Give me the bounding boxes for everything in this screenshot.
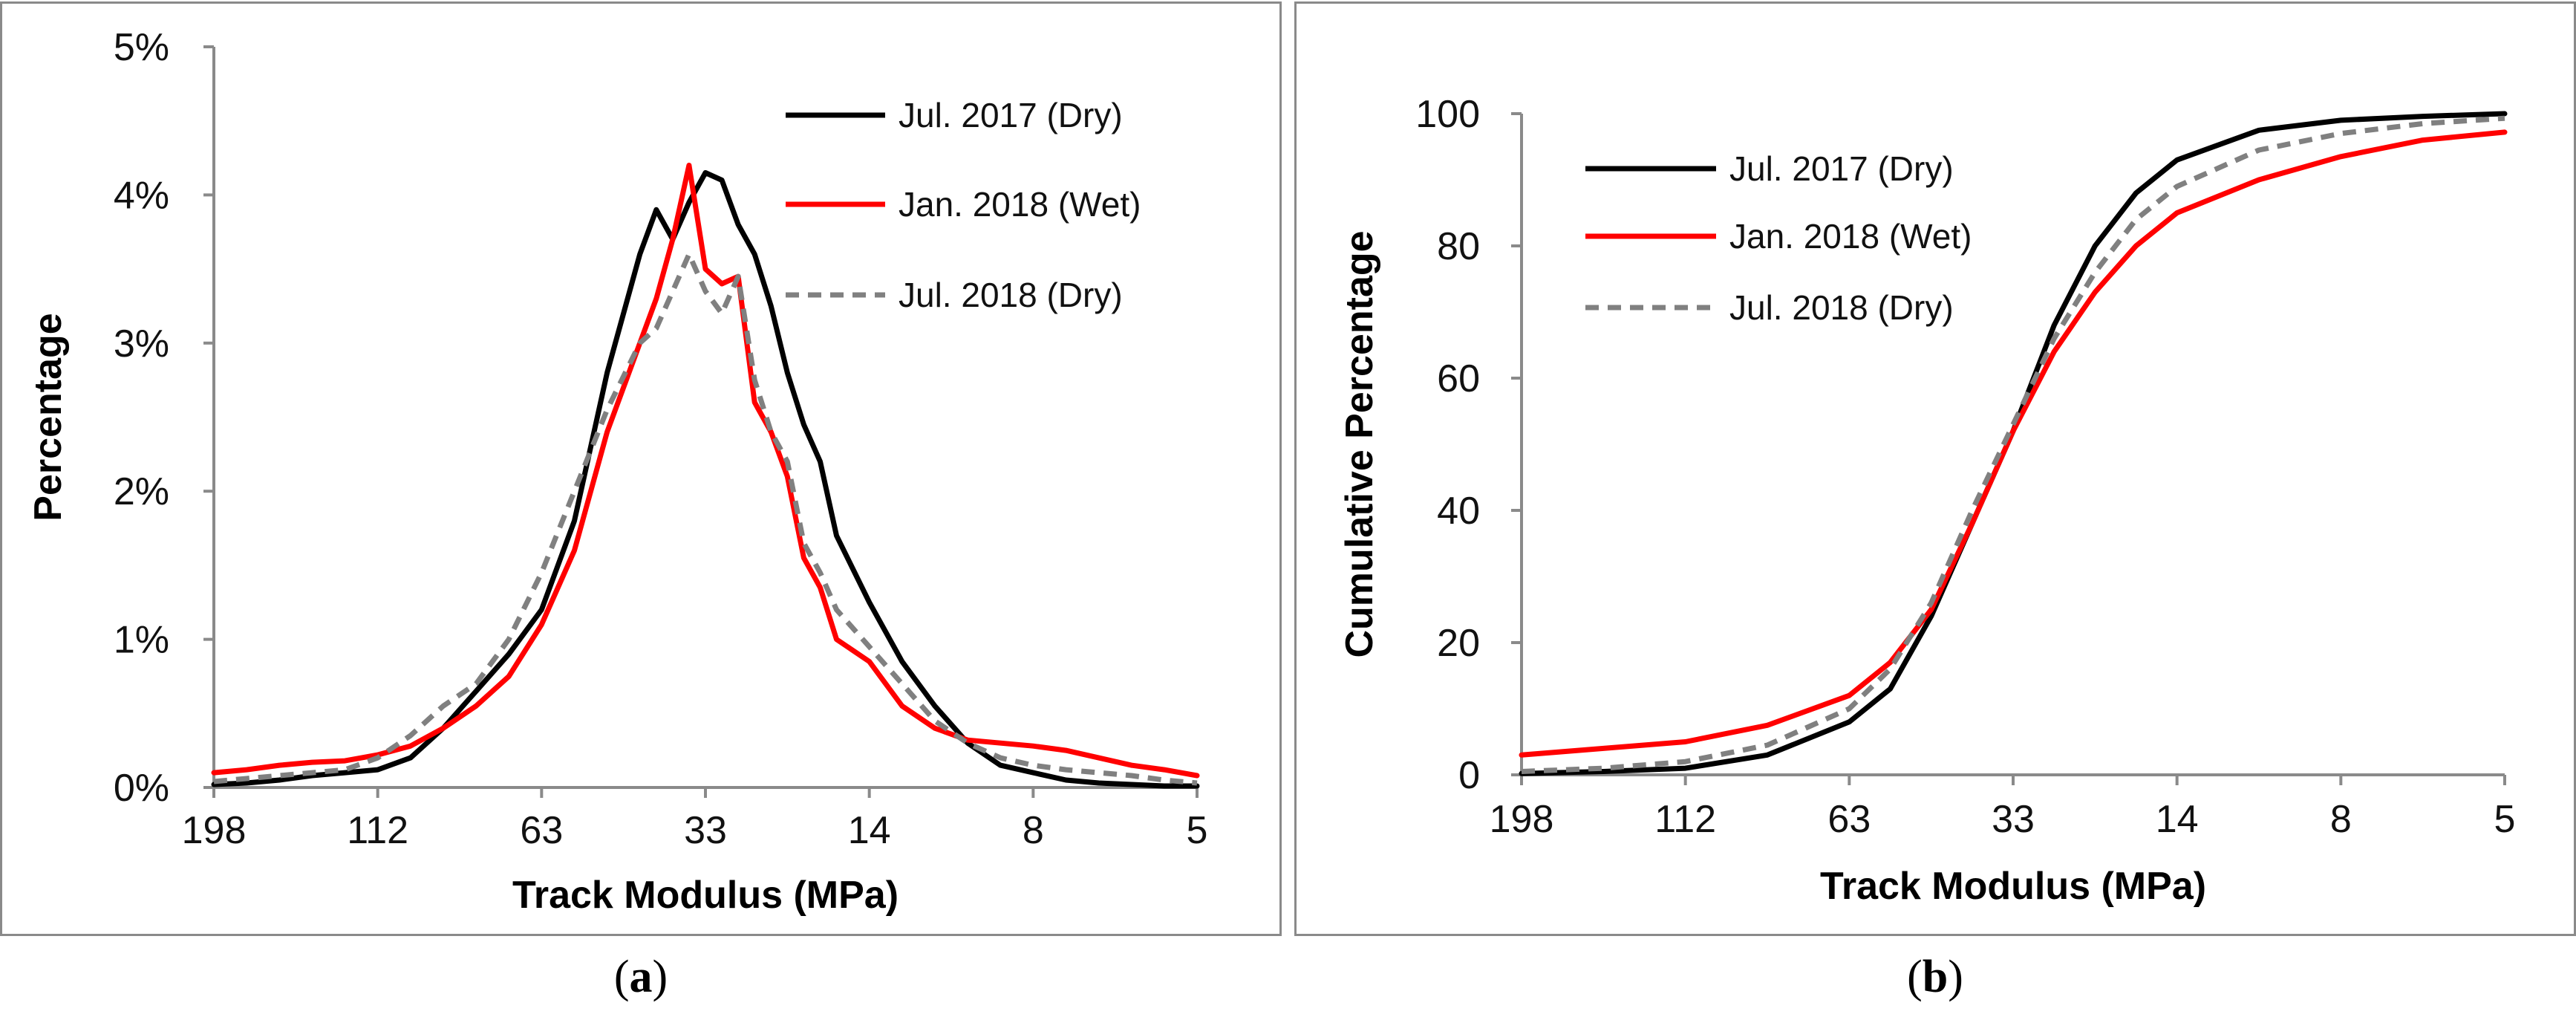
chart-panel-a: 0% 1% 2% 3% 4% 5% 198 112 63 33 14 8 5 Track Modulus … <box>0 0 1282 1020</box>
y-axis-title: Cumulative Percentage <box>1338 230 1381 657</box>
y-tick-label: 0 <box>1458 754 1480 797</box>
chart-frame <box>1294 1 2576 936</box>
y-tick-label: 20 <box>1437 622 1480 665</box>
x-tick-label: 5 <box>1187 809 1208 852</box>
legend-label: Jan. 2018 (Wet) <box>1729 217 1972 256</box>
x-tick-label: 8 <box>1023 809 1044 852</box>
legend-label: Jul. 2018 (Dry) <box>899 276 1123 314</box>
y-tick-label: 0% <box>114 767 169 810</box>
y-tick-label: 80 <box>1437 225 1480 268</box>
x-tick-label: 198 <box>182 809 247 852</box>
y-tick-label: 3% <box>114 322 169 366</box>
y-tick-label: 5% <box>114 26 169 69</box>
series-line-jul-2017-dry <box>211 170 1200 789</box>
x-tick-label: 14 <box>2156 798 2199 841</box>
chart-panel-b: 0 20 40 60 80 100 198 112 63 33 14 8 5 Track Modulus … <box>1294 0 2576 1020</box>
y-tick-label: 40 <box>1437 490 1480 533</box>
legend-label: Jul. 2018 (Dry) <box>1729 288 1954 327</box>
x-tick-label: 33 <box>1992 798 2035 841</box>
x-tick-label: 63 <box>520 809 563 852</box>
y-tick-label: 1% <box>114 619 169 662</box>
caption-a: (a) <box>613 952 668 1002</box>
x-tick-label: 8 <box>2330 798 2352 841</box>
legend-label: Jan. 2018 (Wet) <box>899 185 1141 224</box>
chart-b-svg: 0 20 40 60 80 100 198 112 63 33 14 8 5 Track Modulus … <box>1338 93 2516 908</box>
x-tick-label: 198 <box>1490 798 1554 841</box>
x-tick-label: 14 <box>848 809 891 852</box>
chart-a-svg: 0% 1% 2% 3% 4% 5% 198 112 63 33 14 8 5 Track Modulus … <box>27 26 1208 917</box>
series-line-jan-2018-wet <box>1519 129 2508 758</box>
y-tick-label: 100 <box>1415 93 1480 136</box>
chart-frame <box>0 1 1282 936</box>
x-axis-title: Track Modulus (MPa) <box>512 874 899 917</box>
legend-label: Jul. 2017 (Dry) <box>1729 149 1954 188</box>
series-line-jul-2018-dry <box>1521 115 2505 774</box>
x-tick-label: 63 <box>1827 798 1871 841</box>
x-axis-title: Track Modulus (MPa) <box>1820 865 2206 908</box>
x-tick-label: 112 <box>1654 798 1716 841</box>
y-axis-title: Percentage <box>27 313 70 521</box>
x-tick-label: 112 <box>347 809 408 852</box>
series-line-jan-2018-wet <box>211 163 1200 779</box>
y-tick-label: 2% <box>114 470 169 513</box>
legend-label: Jul. 2017 (Dry) <box>899 96 1123 134</box>
x-tick-label: 33 <box>684 809 727 852</box>
series-line-jul-2017-dry <box>1519 111 2508 776</box>
y-tick-label: 60 <box>1437 357 1480 400</box>
x-tick-label: 5 <box>2494 798 2516 841</box>
series-line-jul-2018-dry <box>213 251 1198 786</box>
y-tick-label: 4% <box>114 174 169 217</box>
caption-b: (b) <box>1907 952 1963 1002</box>
